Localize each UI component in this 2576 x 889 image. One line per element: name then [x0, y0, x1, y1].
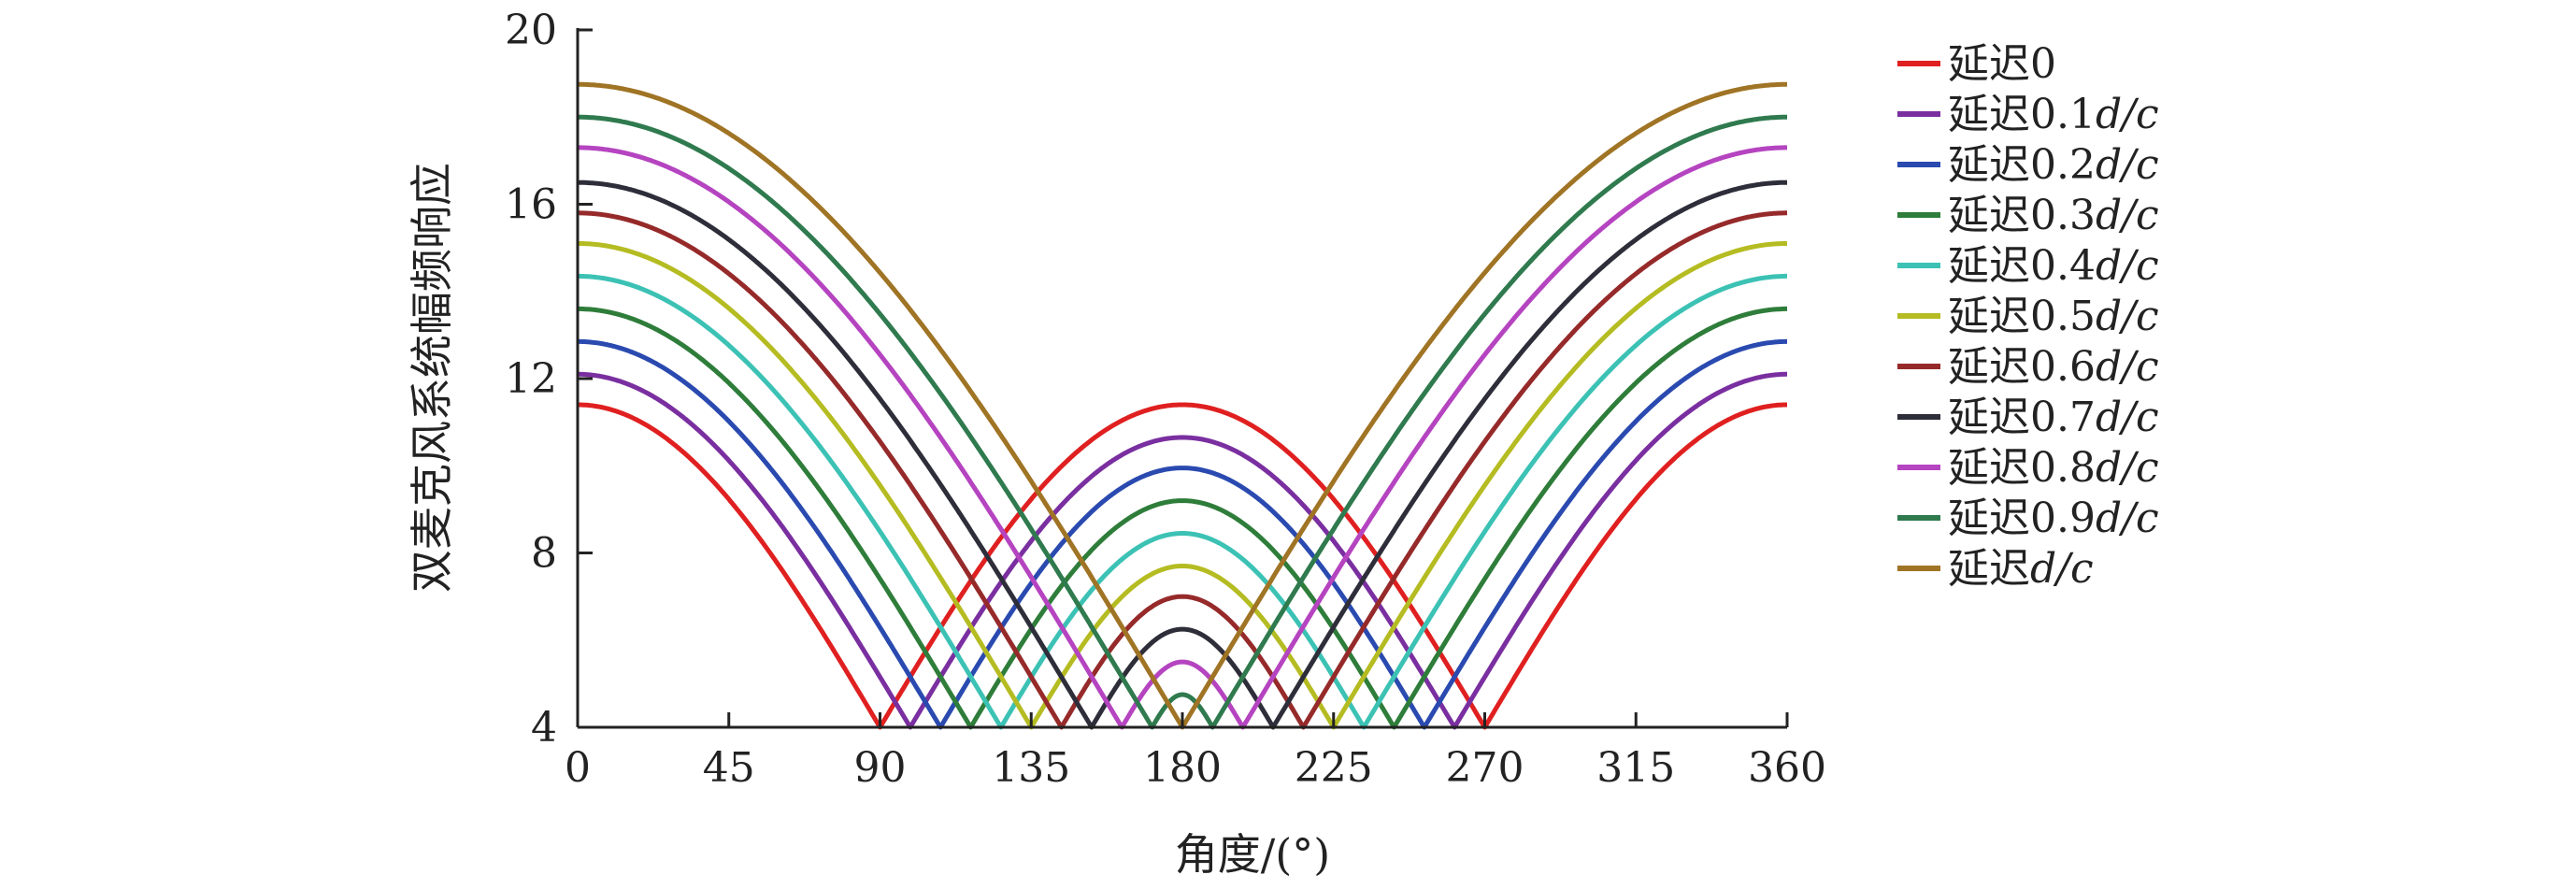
x-tick-label: 180 [1143, 744, 1222, 792]
series-line-5 [577, 241, 1788, 730]
legend-item: 延迟0.1d/c [1897, 91, 2159, 138]
legend-label: 延迟0.5d/c [1948, 293, 2159, 340]
series-line-3 [577, 306, 1788, 730]
series-line-4 [577, 273, 1788, 730]
x-tick-label: 360 [1748, 744, 1826, 792]
series-line-6 [577, 210, 1788, 730]
y-tick-label: 16 [505, 181, 557, 229]
legend-label: 延迟0.3d/c [1948, 192, 2159, 239]
series-line-7 [577, 179, 1788, 730]
x-axis-title: 角度/(°) [1175, 829, 1330, 880]
legend-item: 延迟0.9d/c [1897, 495, 2159, 542]
legend-item: 延迟0.4d/c [1897, 242, 2159, 290]
legend: 延迟0延迟0.1d/c延迟0.2d/c延迟0.3d/c延迟0.4d/c延迟0.5… [1897, 40, 2159, 593]
legend-label: 延迟0.8d/c [1948, 444, 2159, 492]
y-tick-label: 4 [531, 704, 557, 752]
series-line-2 [577, 338, 1788, 730]
series-layer [577, 81, 1788, 730]
legend-item: 延迟0 [1897, 40, 2056, 88]
series-line-9 [577, 114, 1788, 730]
legend-label: 延迟0.9d/c [1948, 495, 2159, 542]
y-tick-label: 20 [505, 7, 557, 54]
legend-item: 延迟0.6d/c [1897, 343, 2159, 391]
legend-item: 延迟d/c [1897, 545, 2094, 593]
x-tick-label: 315 [1596, 744, 1675, 792]
series-line-8 [577, 145, 1788, 730]
legend-label: 延迟0.7d/c [1948, 394, 2159, 441]
x-tick-label: 270 [1446, 744, 1524, 792]
legend-label: 延迟0 [1948, 40, 2056, 88]
axes-layer: 0 45 90 135 180 225 270 315 360 4 8 12 16 20 [505, 7, 1826, 792]
legend-label: 延迟0.2d/c [1948, 141, 2159, 189]
x-tick-label: 135 [992, 744, 1070, 792]
y-tick-label: 12 [505, 355, 557, 403]
legend-item: 延迟0.7d/c [1897, 394, 2159, 441]
y-tick-label: 8 [531, 530, 557, 578]
legend-item: 延迟0.2d/c [1897, 141, 2159, 189]
x-tick-label: 90 [854, 744, 907, 792]
x-tick-label: 45 [703, 744, 755, 792]
legend-label: 延迟0.6d/c [1948, 343, 2159, 391]
legend-item: 延迟0.3d/c [1897, 192, 2159, 239]
x-tick-label: 225 [1295, 744, 1373, 792]
x-tick-label: 0 [565, 744, 591, 792]
legend-item: 延迟0.5d/c [1897, 293, 2159, 340]
series-line-0 [577, 402, 1788, 730]
series-line-1 [577, 371, 1788, 730]
legend-label: 延迟0.1d/c [1948, 91, 2159, 138]
legend-label: 延迟0.4d/c [1948, 242, 2159, 290]
y-axis-title: 双麦克风系统幅频响应 [407, 163, 457, 593]
legend-label: 延迟d/c [1948, 545, 2094, 593]
legend-item: 延迟0.8d/c [1897, 444, 2159, 492]
